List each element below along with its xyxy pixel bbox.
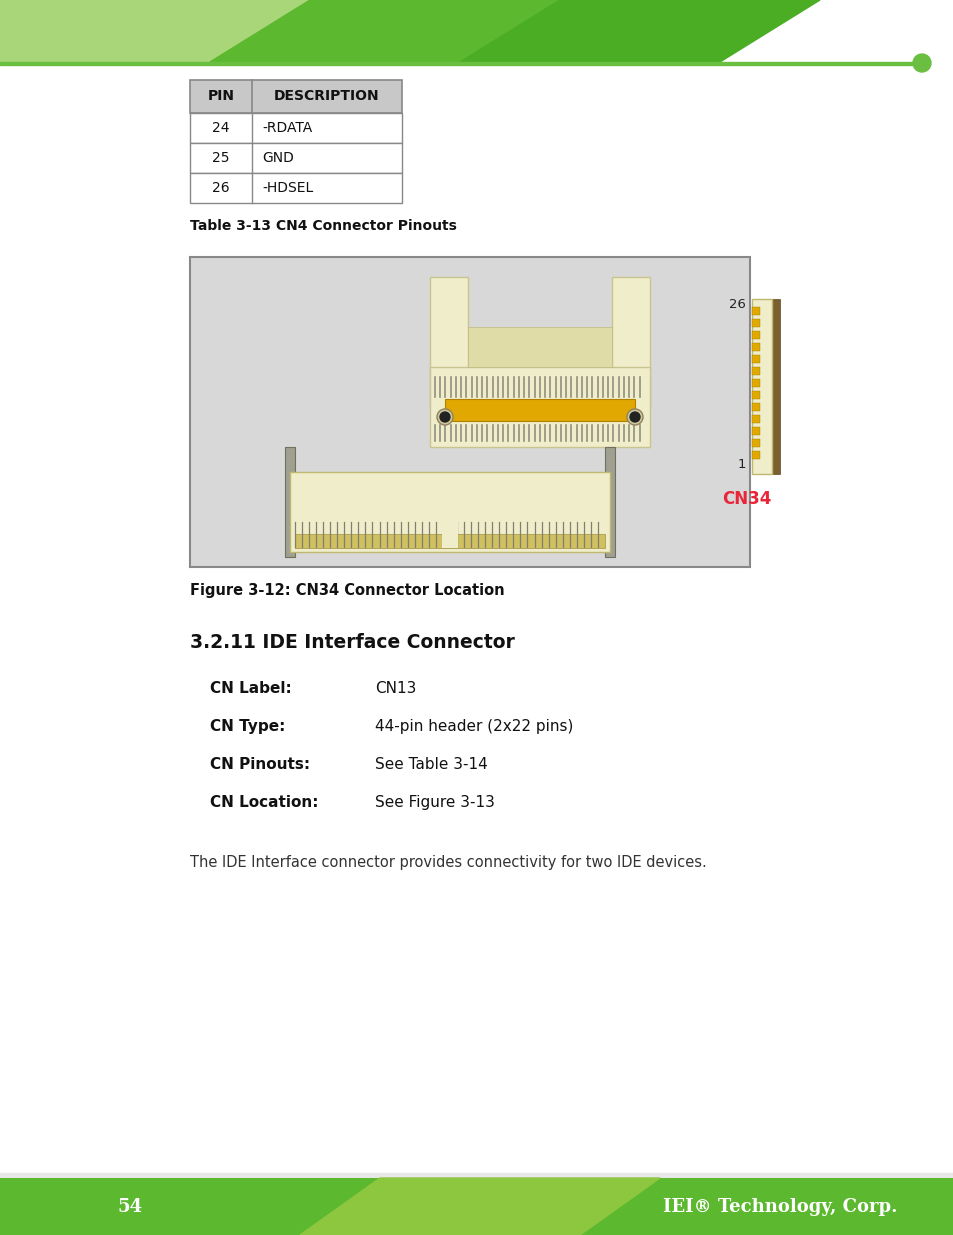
Bar xyxy=(771,299,780,474)
Text: DESCRIPTION: DESCRIPTION xyxy=(274,89,379,104)
Bar xyxy=(285,447,294,557)
Polygon shape xyxy=(459,0,820,62)
Bar xyxy=(751,367,760,375)
Circle shape xyxy=(626,409,642,425)
Bar xyxy=(0,0,550,62)
Bar xyxy=(751,403,760,411)
Text: 1: 1 xyxy=(737,457,745,471)
Text: 26: 26 xyxy=(212,182,230,195)
Text: 24: 24 xyxy=(212,121,230,135)
Bar xyxy=(751,331,760,338)
Bar xyxy=(190,80,401,112)
Bar xyxy=(0,62,919,64)
Text: PIN: PIN xyxy=(208,89,234,104)
Text: 26: 26 xyxy=(728,299,745,311)
Circle shape xyxy=(436,409,453,425)
Bar xyxy=(0,1178,953,1235)
Bar xyxy=(190,112,401,143)
Bar xyxy=(444,399,635,421)
Bar xyxy=(430,367,649,447)
Text: See Figure 3-13: See Figure 3-13 xyxy=(375,795,495,810)
Bar xyxy=(751,415,760,424)
Circle shape xyxy=(439,412,450,422)
Circle shape xyxy=(912,54,930,72)
Bar xyxy=(751,343,760,351)
Text: 44-pin header (2x22 pins): 44-pin header (2x22 pins) xyxy=(375,719,573,734)
Text: CN13: CN13 xyxy=(375,680,416,697)
Text: CN34: CN34 xyxy=(721,490,771,508)
Polygon shape xyxy=(210,0,780,62)
Text: -RDATA: -RDATA xyxy=(262,121,312,135)
Text: CN Type:: CN Type: xyxy=(210,719,285,734)
Bar xyxy=(604,447,615,557)
Bar xyxy=(751,427,760,435)
Bar xyxy=(751,379,760,387)
Text: 54: 54 xyxy=(117,1198,142,1215)
Bar xyxy=(441,520,457,548)
Bar xyxy=(751,391,760,399)
Bar xyxy=(751,354,760,363)
Text: Figure 3-12: CN34 Connector Location: Figure 3-12: CN34 Connector Location xyxy=(190,583,504,598)
Text: CN Pinouts:: CN Pinouts: xyxy=(210,757,310,772)
Bar xyxy=(190,257,749,567)
Text: CN Label:: CN Label: xyxy=(210,680,292,697)
Bar xyxy=(751,438,760,447)
Text: -HDSEL: -HDSEL xyxy=(262,182,313,195)
Text: IEI® Technology, Corp.: IEI® Technology, Corp. xyxy=(662,1198,897,1215)
Text: The IDE Interface connector provides connectivity for two IDE devices.: The IDE Interface connector provides con… xyxy=(190,855,706,869)
Bar xyxy=(751,308,760,315)
Bar xyxy=(751,299,771,474)
Text: CN Location:: CN Location: xyxy=(210,795,318,810)
Text: 3.2.11 IDE Interface Connector: 3.2.11 IDE Interface Connector xyxy=(190,634,515,652)
Text: See Table 3-14: See Table 3-14 xyxy=(375,757,487,772)
Polygon shape xyxy=(299,1178,659,1235)
Text: GND: GND xyxy=(262,151,294,165)
Bar xyxy=(430,277,468,408)
Bar xyxy=(290,472,609,552)
Text: Table 3-13 CN4 Connector Pinouts: Table 3-13 CN4 Connector Pinouts xyxy=(190,219,456,233)
Circle shape xyxy=(629,412,639,422)
Bar xyxy=(468,327,612,367)
Bar xyxy=(294,534,604,548)
Bar xyxy=(190,143,401,173)
Bar xyxy=(751,319,760,327)
Bar xyxy=(0,1173,953,1178)
Bar xyxy=(751,451,760,459)
Bar xyxy=(190,173,401,203)
Text: 25: 25 xyxy=(212,151,230,165)
Bar xyxy=(612,277,649,408)
